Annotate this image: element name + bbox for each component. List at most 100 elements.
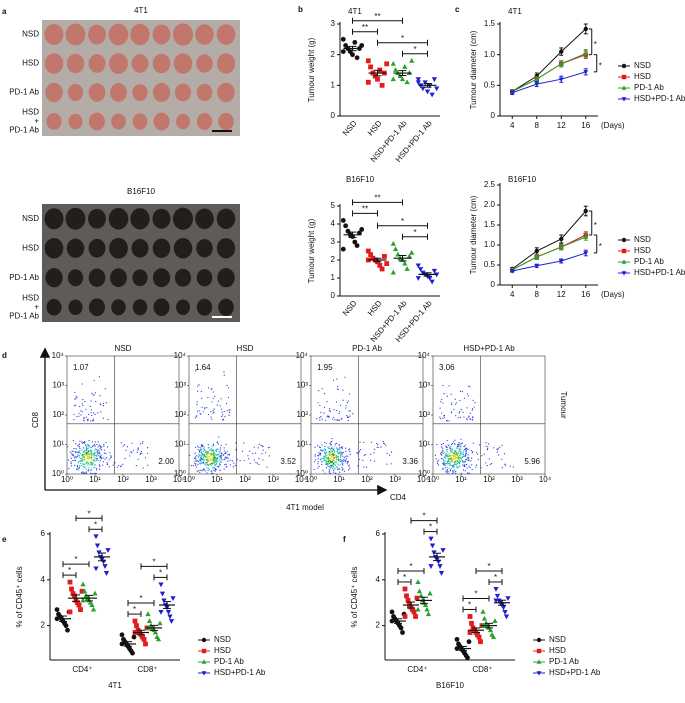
event-dot: [325, 460, 328, 463]
tumour: [88, 298, 106, 317]
event-dot: [320, 416, 322, 418]
event-dot: [457, 452, 460, 454]
event-dot: [81, 472, 83, 475]
event-dot: [450, 402, 453, 404]
event-dot: [341, 453, 343, 455]
marker: [476, 634, 482, 640]
event-dot: [220, 398, 222, 400]
marker: [534, 254, 540, 259]
event-dot: [314, 454, 316, 456]
event-dot: [207, 396, 209, 399]
y-tick-label: 10¹: [52, 440, 64, 449]
event-dot: [199, 471, 201, 473]
event-dot: [442, 417, 444, 419]
event-dot: [456, 467, 458, 469]
marker: [404, 79, 410, 85]
event-dot: [329, 468, 331, 470]
marker: [375, 76, 380, 82]
event-dot: [211, 453, 213, 455]
event-dot: [146, 452, 149, 454]
event-dot: [94, 441, 97, 443]
event-dot: [87, 444, 89, 446]
event-dot: [336, 466, 338, 468]
x-axis-label: B16F10: [436, 681, 465, 690]
event-dot: [81, 459, 83, 461]
series-line: [512, 71, 586, 94]
event-dot: [99, 460, 101, 462]
tumour: [152, 238, 171, 258]
marker: [429, 92, 435, 98]
event-dot: [485, 445, 487, 447]
event-dot: [345, 447, 347, 449]
event-dot: [213, 408, 215, 410]
marker: [434, 86, 440, 92]
event-dot: [447, 444, 449, 446]
event-dot: [194, 452, 196, 454]
event-dot: [349, 415, 351, 417]
event-dot: [364, 453, 367, 456]
tumour: [132, 299, 148, 316]
event-dot: [486, 449, 488, 451]
event-dot: [260, 444, 262, 447]
event-dot: [199, 463, 201, 465]
event-dot: [465, 451, 467, 453]
legend-label: HSD+PD-1 Ab: [214, 668, 266, 677]
event-dot: [336, 457, 338, 459]
tumour: [110, 268, 127, 288]
marker: [379, 82, 385, 88]
event-dot: [210, 454, 212, 456]
chart-title: B16F10: [346, 175, 375, 184]
event-dot: [324, 448, 327, 451]
event-dot: [72, 459, 74, 462]
marker: [354, 55, 360, 61]
event-dot: [328, 466, 331, 468]
event-dot: [471, 464, 473, 466]
event-dot: [344, 376, 346, 378]
event-dot: [319, 404, 321, 407]
event-dot: [336, 451, 338, 453]
event-dot: [386, 463, 388, 465]
event-dot: [89, 463, 91, 466]
event-dot: [338, 460, 340, 462]
event-dot: [380, 446, 382, 448]
event-dot: [323, 456, 325, 458]
chart-title: 4T1: [348, 7, 362, 16]
marker: [390, 240, 396, 246]
marker: [132, 618, 138, 624]
event-dot: [453, 461, 455, 463]
event-dot: [337, 448, 339, 451]
event-dot: [235, 442, 237, 444]
marker: [415, 276, 421, 281]
event-dot: [93, 452, 96, 454]
event-dot: [83, 467, 86, 469]
event-dot: [201, 454, 204, 456]
tumour: [196, 298, 213, 316]
tumour: [65, 207, 86, 230]
y-tick-label: 10²: [174, 410, 186, 419]
event-dot: [85, 444, 87, 446]
event-dot: [445, 453, 447, 455]
event-dot: [389, 454, 391, 456]
event-dot: [211, 453, 213, 456]
event-dot: [105, 457, 108, 459]
event-dot: [317, 461, 319, 463]
event-dot: [84, 452, 86, 454]
y-tick-label: 3: [331, 237, 336, 246]
event-dot: [456, 456, 458, 459]
event-dot: [337, 385, 339, 388]
marker: [377, 263, 383, 268]
event-dot: [455, 456, 457, 458]
event-dot: [479, 444, 481, 446]
tumour: [88, 112, 106, 131]
y-tick-label: 10⁴: [52, 351, 65, 360]
event-dot: [87, 462, 89, 464]
event-dot: [122, 445, 124, 447]
x-tick-label: 10³: [389, 475, 401, 484]
event-dot: [439, 407, 441, 409]
event-dot: [227, 457, 229, 460]
event-dot: [206, 461, 209, 463]
event-dot: [461, 456, 463, 459]
series-line: [511, 210, 587, 270]
event-dot: [81, 403, 84, 405]
tumour: [45, 268, 63, 288]
